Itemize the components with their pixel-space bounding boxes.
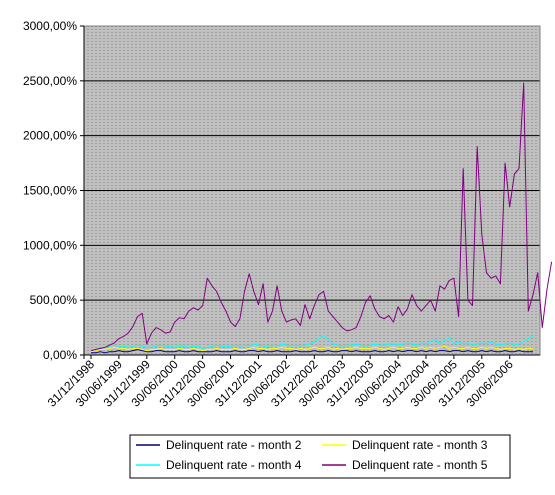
series-line-month-4: [90, 334, 534, 352]
legend-label: Delinquent rate - month 4: [166, 458, 302, 472]
x-axis: 31/12/199830/06/199931/12/199930/06/2000…: [45, 354, 540, 410]
legend-label: Delinquent rate - month 5: [352, 458, 488, 472]
y-tick-label: 500,00%: [30, 293, 78, 307]
y-tick-label: 1000,00%: [23, 238, 77, 252]
legend-item: Delinquent rate - month 2: [136, 438, 302, 452]
legend-label: Delinquent rate - month 3: [352, 438, 488, 452]
y-tick-label: 2500,00%: [23, 74, 77, 88]
y-tick-label: 2000,00%: [23, 129, 77, 143]
legend-item: Delinquent rate - month 3: [322, 438, 488, 452]
series-line-month-2: [91, 349, 533, 354]
legend: Delinquent rate - month 2 Delinquent rate…: [129, 434, 511, 479]
legend-box: [129, 434, 511, 479]
series-line-month-5: [90, 82, 553, 352]
series-layer: [90, 82, 553, 354]
y-tick-label: 3000,00%: [23, 19, 77, 33]
legend-item: Delinquent rate - month 4: [136, 458, 302, 472]
legend-label: Delinquent rate - month 2: [166, 438, 302, 452]
y-tick-label: 1500,00%: [23, 184, 77, 198]
legend-item: Delinquent rate - month 5: [322, 458, 488, 472]
y-tick-label: 0,00%: [43, 348, 77, 362]
y-axis: 0,00% 500,00% 1000,00% 1500,00% 2000,00% 2500…: [23, 19, 85, 362]
series-line-month-3: [90, 345, 533, 353]
